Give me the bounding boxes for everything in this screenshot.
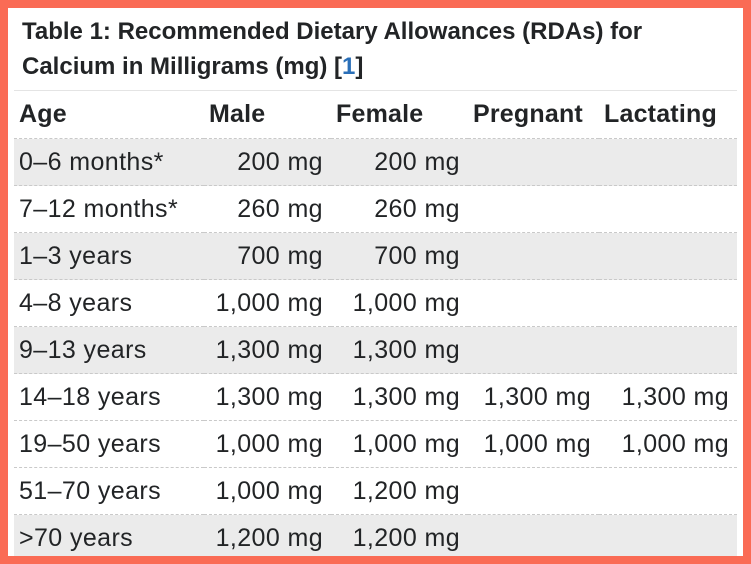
- pregnant-cell: 1,300 mg: [468, 373, 599, 421]
- reference-open-bracket: [: [334, 53, 343, 80]
- reference-link[interactable]: [1]: [334, 53, 363, 80]
- female-cell: 1,300 mg: [331, 373, 468, 421]
- female-cell: 1,000 mg: [331, 279, 468, 327]
- female-cell: 200 mg: [331, 138, 468, 186]
- lactating-cell: [599, 185, 737, 233]
- table-row: 1–3 years 700 mg 700 mg: [14, 232, 737, 280]
- female-cell: 1,300 mg: [331, 326, 468, 374]
- age-cell: 0–6 months*: [14, 138, 204, 186]
- male-cell: 700 mg: [204, 232, 331, 280]
- table-row: 7–12 months* 260 mg 260 mg: [14, 185, 737, 233]
- male-cell: 1,300 mg: [204, 373, 331, 421]
- table-row: 0–6 months* 200 mg 200 mg: [14, 138, 737, 186]
- lactating-cell: [599, 467, 737, 515]
- pregnant-cell: [468, 514, 599, 556]
- female-cell: 700 mg: [331, 232, 468, 280]
- column-header-age: Age: [14, 91, 204, 139]
- pregnant-cell: 1,000 mg: [468, 420, 599, 468]
- male-cell: 1,200 mg: [204, 514, 331, 556]
- column-header-lactating: Lactating: [599, 91, 737, 139]
- age-cell: 14–18 years: [14, 373, 204, 421]
- male-cell: 1,000 mg: [204, 279, 331, 327]
- table-row: 51–70 years 1,000 mg 1,200 mg: [14, 467, 737, 515]
- age-cell: 1–3 years: [14, 232, 204, 280]
- table-row: 4–8 years 1,000 mg 1,000 mg: [14, 279, 737, 327]
- table-body: 0–6 months* 200 mg 200 mg 7–12 months* 260 m…: [14, 138, 737, 556]
- table-row: 14–18 years 1,300 mg 1,300 mg 1,300 mg 1,300…: [14, 373, 737, 421]
- male-cell: 1,300 mg: [204, 326, 331, 374]
- column-header-pregnant: Pregnant: [468, 91, 599, 139]
- age-cell: 51–70 years: [14, 467, 204, 515]
- male-cell: 1,000 mg: [204, 467, 331, 515]
- female-cell: 1,000 mg: [331, 420, 468, 468]
- lactating-cell: 1,300 mg: [599, 373, 737, 421]
- pregnant-cell: [468, 467, 599, 515]
- pregnant-cell: [468, 326, 599, 374]
- lactating-cell: [599, 279, 737, 327]
- age-cell: 7–12 months*: [14, 185, 204, 233]
- rda-table: Age Male Female Pregnant Lactating 0–6 m…: [14, 91, 737, 556]
- male-cell: 1,000 mg: [204, 420, 331, 468]
- lactating-cell: [599, 326, 737, 374]
- lactating-cell: [599, 514, 737, 556]
- female-cell: 1,200 mg: [331, 467, 468, 515]
- pregnant-cell: [468, 232, 599, 280]
- header-row: Age Male Female Pregnant Lactating: [14, 91, 737, 139]
- reference-number: 1: [342, 53, 356, 80]
- caption-divider: [14, 90, 737, 91]
- age-cell: 4–8 years: [14, 279, 204, 327]
- table-row: >70 years 1,200 mg 1,200 mg: [14, 514, 737, 556]
- table-row: 19–50 years 1,000 mg 1,000 mg 1,000 mg 1,000…: [14, 420, 737, 468]
- pregnant-cell: [468, 279, 599, 327]
- age-cell: 19–50 years: [14, 420, 204, 468]
- table-row: 9–13 years 1,300 mg 1,300 mg: [14, 326, 737, 374]
- age-cell: >70 years: [14, 514, 204, 556]
- reference-close-bracket: ]: [355, 53, 364, 80]
- pregnant-cell: [468, 138, 599, 186]
- table-caption: Table 1: Recommended Dietary Allowances …: [14, 8, 737, 90]
- male-cell: 260 mg: [204, 185, 331, 233]
- lactating-cell: [599, 138, 737, 186]
- pregnant-cell: [468, 185, 599, 233]
- male-cell: 200 mg: [204, 138, 331, 186]
- table-caption-text: Table 1: Recommended Dietary Allowances …: [22, 18, 643, 80]
- age-cell: 9–13 years: [14, 326, 204, 374]
- column-header-female: Female: [331, 91, 468, 139]
- lactating-cell: 1,000 mg: [599, 420, 737, 468]
- column-header-male: Male: [204, 91, 331, 139]
- female-cell: 1,200 mg: [331, 514, 468, 556]
- lactating-cell: [599, 232, 737, 280]
- female-cell: 260 mg: [331, 185, 468, 233]
